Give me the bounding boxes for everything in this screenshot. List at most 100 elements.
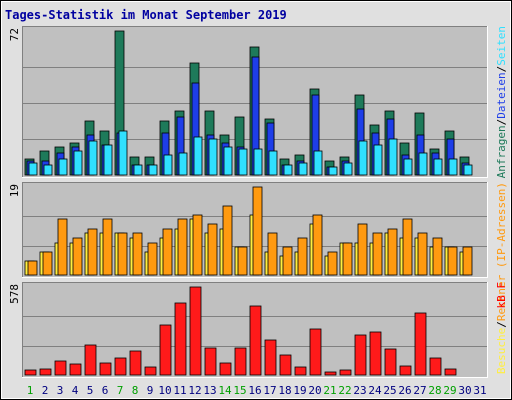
day-label-11: 11 [173,384,186,397]
legend: Besuche/Rechner (IP-Adressen) [495,182,508,374]
bar-kb-f-day-14 [219,362,232,376]
legend: kB F [495,282,508,309]
bar-rechner-ip-adressen--day-16 [252,186,263,276]
bar-rechner-ip-adressen--day-2 [42,251,53,276]
bar-seiten-day-19 [298,162,308,176]
day-label-22: 22 [338,384,351,397]
bar-rechner-ip-adressen--day-5 [87,228,98,276]
day-label-19: 19 [293,384,306,397]
bar-seiten-day-2 [43,164,53,176]
bar-seiten-day-16 [253,148,263,176]
bar-seiten-day-7 [118,130,128,176]
bar-seiten-day-22 [343,162,353,176]
bar-rechner-ip-adressen--day-9 [147,242,158,276]
day-label-17: 17 [263,384,276,397]
day-label-12: 12 [188,384,201,397]
day-label-24: 24 [368,384,382,397]
day-label-13: 13 [203,384,216,397]
bar-rechner-ip-adressen--day-27 [417,232,428,276]
legend-entry: kB F [495,282,508,309]
bar-rechner-ip-adressen--day-25 [387,228,398,276]
bar-seiten-day-18 [283,164,293,176]
bar-kb-f-day-20 [309,328,322,376]
bar-kb-f-day-17 [264,339,277,376]
day-label-20: 20 [308,384,321,397]
day-label-16: 16 [248,384,261,397]
bar-kb-f-day-18 [279,354,292,376]
bar-kb-f-day-28 [429,357,442,376]
bar-seiten-day-17 [268,150,278,176]
bar-kb-f-day-7 [114,357,127,376]
bar-kb-f-day-22 [339,369,352,376]
bar-kb-f-day-1 [24,369,37,376]
bar-rechner-ip-adressen--day-3 [57,218,68,276]
bar-rechner-ip-adressen--day-8 [132,232,143,276]
bar-rechner-ip-adressen--day-7 [117,232,128,276]
bar-seiten-day-9 [148,164,158,176]
day-label-15: 15 [233,384,246,397]
day-label-1: 1 [27,384,34,397]
bar-seiten-day-20 [313,150,323,176]
bar-kb-f-day-3 [54,360,67,376]
bar-seiten-day-15 [238,148,248,176]
day-label-27: 27 [413,384,426,397]
bar-kb-f-day-4 [69,363,82,376]
day-label-31: 31 [473,384,486,397]
day-label-18: 18 [278,384,291,397]
y-max-label: 19 [8,184,21,197]
bar-rechner-ip-adressen--day-22 [342,242,353,276]
bar-seiten-day-14 [223,146,233,176]
bar-kb-f-day-8 [129,350,142,376]
bar-rechner-ip-adressen--day-28 [432,237,443,276]
bar-seiten-day-4 [73,150,83,176]
day-axis: 1 2 3 4 5 6 7 8 9 10 11 12 13 14 15 16 17 18 19 20 21 22 23 24 2… [27,384,487,397]
bar-rechner-ip-adressen--day-19 [297,237,308,276]
bar-kb-f-day-2 [39,368,52,376]
day-label-7: 7 [117,384,124,397]
bar-seiten-day-8 [133,164,143,176]
legend-entry: Dateien [495,72,508,118]
bar-rechner-ip-adressen--day-4 [72,237,83,276]
day-label-30: 30 [458,384,471,397]
legend-entry: Anfragen [495,125,508,178]
bar-kb-f-day-19 [294,366,307,376]
day-label-5: 5 [87,384,94,397]
bar-kb-f-day-16 [249,305,262,376]
bar-rechner-ip-adressen--day-15 [237,246,248,276]
bar-seiten-day-13 [208,138,218,176]
bar-rechner-ip-adressen--day-13 [207,223,218,276]
bar-rechner-ip-adressen--day-24 [372,232,383,276]
bar-seiten-day-21 [328,166,338,176]
bar-seiten-day-1 [28,162,38,176]
bar-rechner-ip-adressen--day-30 [462,246,473,276]
bar-kb-f-day-12 [189,286,202,376]
y-max-label: 578 [8,284,21,304]
chart-title: Tages-Statistik im Monat September 2019 [5,8,287,22]
legend: Anfragen/Dateien/Seiten [495,26,508,178]
bar-kb-f-day-5 [84,344,97,376]
traffic-panel: 578 kB F [8,282,508,378]
day-label-26: 26 [398,384,411,397]
bar-rechner-ip-adressen--day-6 [102,218,113,276]
bar-rechner-ip-adressen--day-23 [357,223,368,276]
bar-seiten-day-23 [358,140,368,176]
day-label-25: 25 [383,384,396,397]
bar-rechner-ip-adressen--day-26 [402,218,413,276]
bar-rechner-ip-adressen--day-12 [192,214,203,276]
legend-separator: / [495,321,508,328]
bar-seiten-day-30 [463,164,473,176]
bar-seiten-day-29 [448,158,458,176]
bar-rechner-ip-adressen--day-1 [27,260,38,276]
bar-kb-f-day-15 [234,347,247,376]
bar-kb-f-day-26 [399,365,412,376]
bar-seiten-day-26 [403,158,413,176]
bar-kb-f-day-27 [414,312,427,376]
bar-seiten-day-25 [388,138,398,176]
day-label-2: 2 [42,384,49,397]
day-label-3: 3 [57,384,64,397]
day-label-23: 23 [353,384,366,397]
bar-rechner-ip-adressen--day-20 [312,214,323,276]
bar-kb-f-day-9 [144,366,157,376]
